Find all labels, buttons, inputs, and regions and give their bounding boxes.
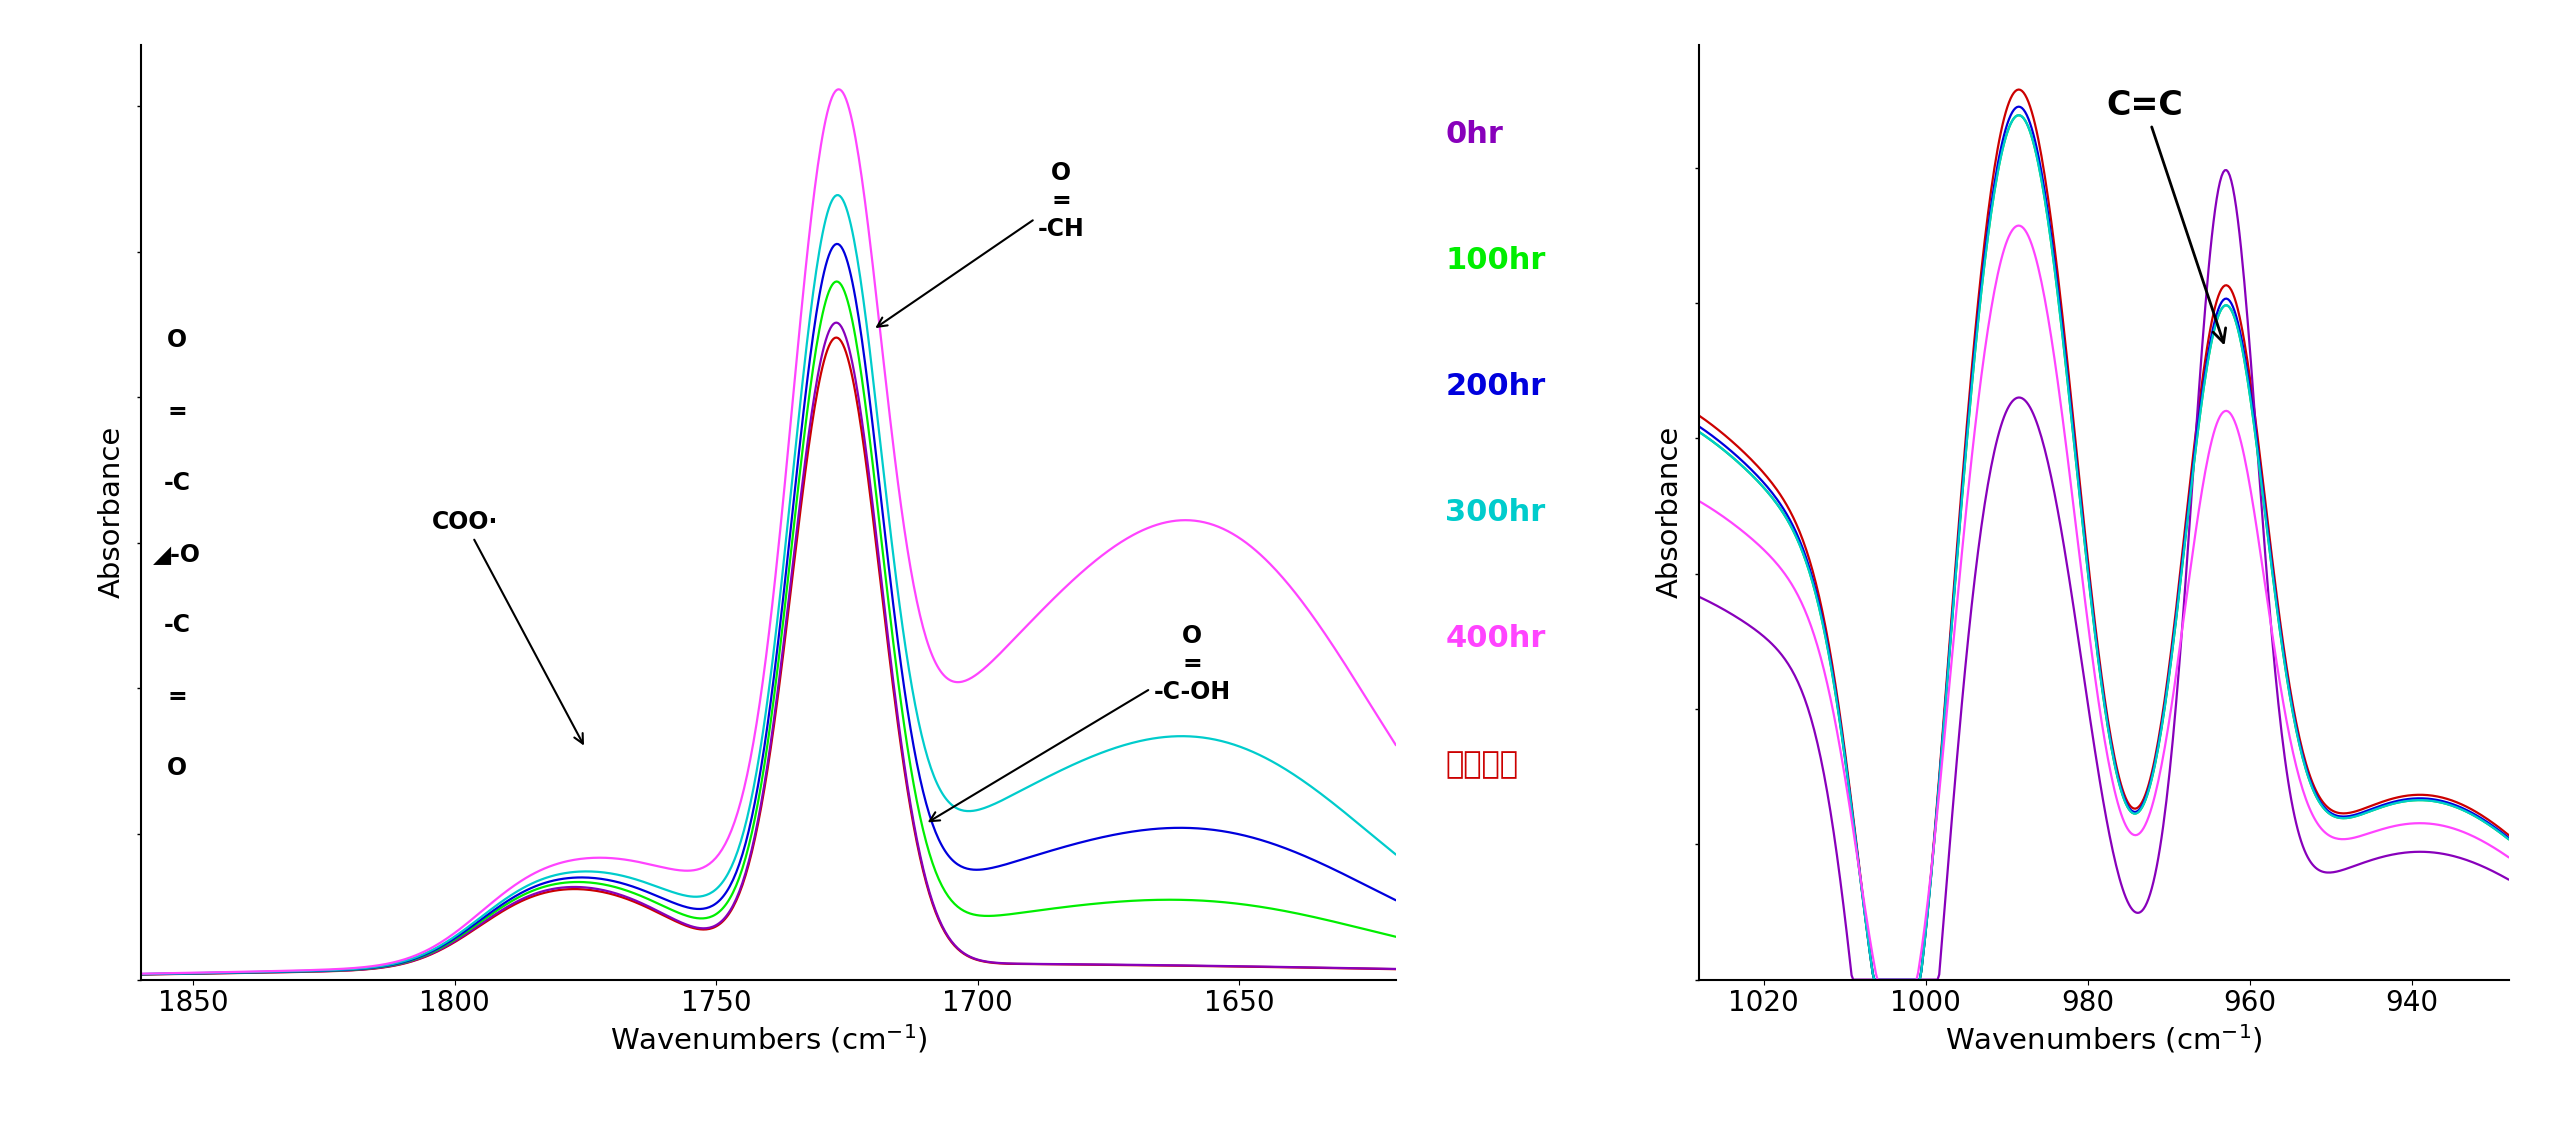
Text: 0hr: 0hr bbox=[1446, 119, 1503, 149]
Text: O
=
-CH: O = -CH bbox=[878, 161, 1085, 327]
Text: O: O bbox=[166, 329, 187, 352]
Text: O: O bbox=[166, 756, 187, 780]
Text: 300hr: 300hr bbox=[1446, 499, 1546, 527]
Text: =: = bbox=[166, 400, 187, 423]
Text: O
=
-C-OH: O = -C-OH bbox=[929, 624, 1231, 821]
X-axis label: Wavenumbers (cm$^{-1}$): Wavenumbers (cm$^{-1}$) bbox=[609, 1022, 927, 1056]
Text: ◢-O: ◢-O bbox=[154, 543, 202, 566]
Text: 100hr: 100hr bbox=[1446, 245, 1546, 275]
Text: C=C: C=C bbox=[2107, 89, 2225, 342]
Y-axis label: Absorbance: Absorbance bbox=[1656, 427, 1684, 598]
Text: -C: -C bbox=[164, 471, 192, 495]
Text: =: = bbox=[166, 685, 187, 708]
Text: 400hr: 400hr bbox=[1446, 625, 1546, 653]
Text: 200hr: 200hr bbox=[1446, 372, 1546, 401]
Text: COO·: COO· bbox=[433, 510, 584, 743]
X-axis label: Wavenumbers (cm$^{-1}$): Wavenumbers (cm$^{-1}$) bbox=[1946, 1022, 2263, 1056]
Text: 屋外暴露: 屋外暴露 bbox=[1446, 751, 1518, 779]
Y-axis label: Absorbance: Absorbance bbox=[97, 427, 125, 598]
Text: -C: -C bbox=[164, 614, 192, 637]
